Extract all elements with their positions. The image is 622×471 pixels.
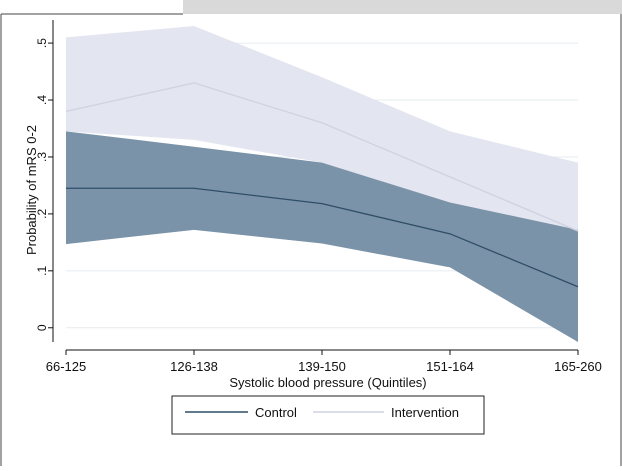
- top-strip: [183, 0, 622, 14]
- legend-label-intervention: Intervention: [391, 405, 459, 420]
- legend: Control Intervention: [172, 396, 484, 434]
- x-tick-label-3: 151-164: [426, 359, 474, 374]
- x-tick-label-1: 126-138: [170, 359, 218, 374]
- x-tick-label-4: 165-260: [554, 359, 602, 374]
- y-tick-label-4: .4: [35, 95, 49, 105]
- legend-label-control: Control: [255, 405, 297, 420]
- x-axis-label: Systolic blood pressure (Quintiles): [229, 375, 426, 390]
- x-tick-label-0: 66-125: [46, 359, 86, 374]
- y-tick-label-0: 0: [35, 324, 49, 331]
- x-tick-label-2: 139-150: [298, 359, 346, 374]
- y-axis-label: Probability of mRS 0-2: [24, 125, 39, 255]
- y-tick-label-1: .1: [35, 266, 49, 276]
- y-tick-label-5: .5: [35, 38, 49, 48]
